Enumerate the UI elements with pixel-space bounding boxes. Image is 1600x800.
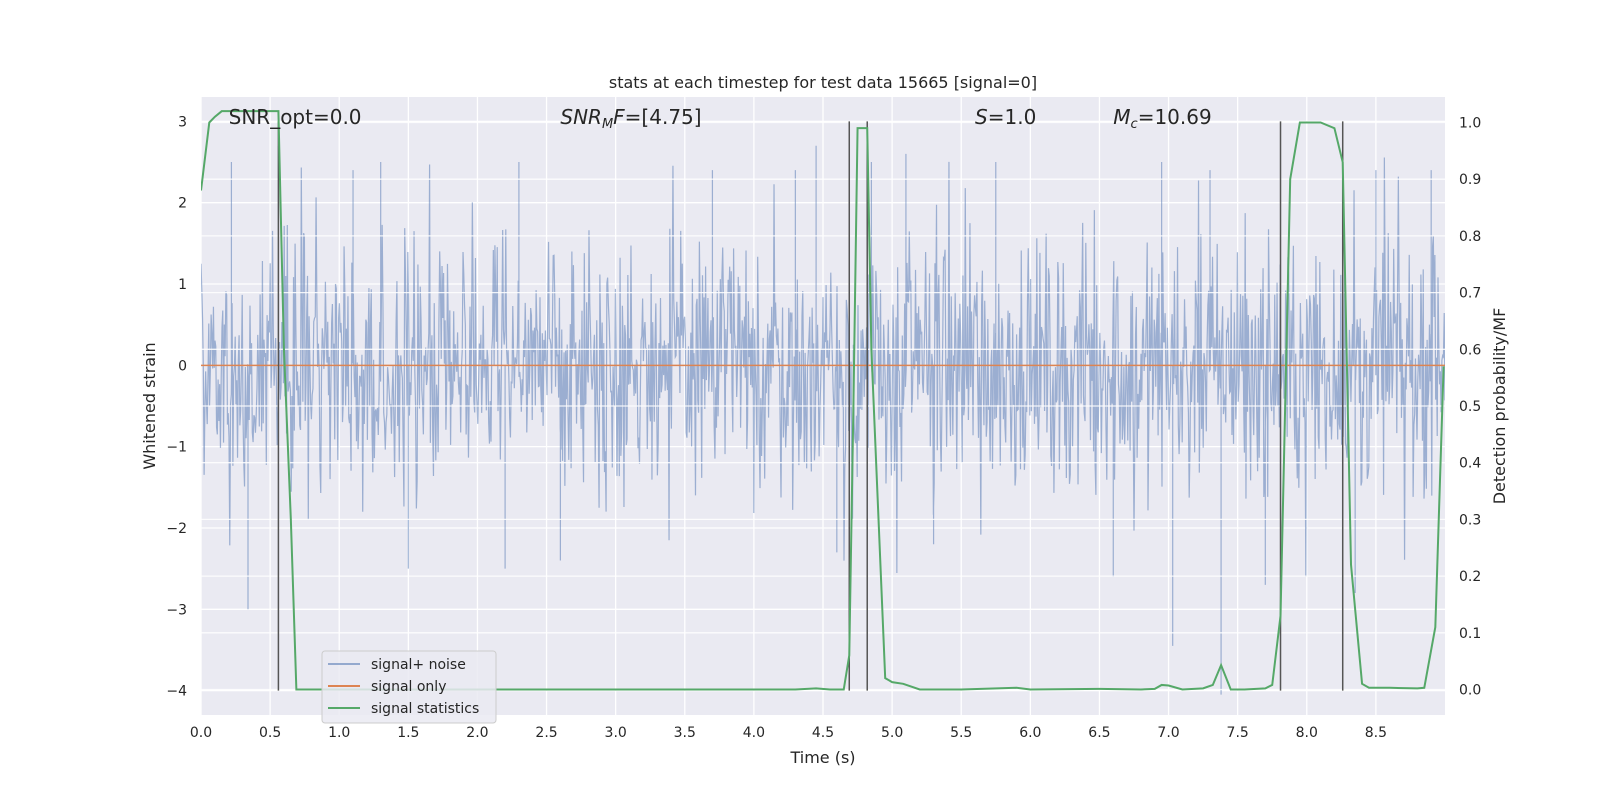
y-tick-label-5: −2 [166, 521, 187, 537]
y-tick-label-6: −3 [166, 602, 187, 618]
x-tick-label-5: 2.5 [535, 725, 557, 741]
y-tick-label-2: 1 [178, 277, 187, 293]
y2-tick-label-10: 0.0 [1459, 682, 1481, 698]
x-tick-label-3: 1.5 [397, 725, 419, 741]
y2-tick-label-2: 0.8 [1459, 229, 1481, 245]
annotation-3: Mc=10.69 [1113, 105, 1211, 132]
legend-label-noise: signal+ noise [371, 657, 466, 673]
x-tick-label-6: 3.0 [605, 725, 627, 741]
x-axis-label: Time (s) [789, 748, 855, 767]
y2-tick-label-9: 0.1 [1459, 626, 1481, 642]
x-tick-label-15: 7.5 [1227, 725, 1249, 741]
y2-tick-label-8: 0.2 [1459, 569, 1481, 585]
y-tick-label-1: 2 [178, 196, 187, 212]
x-tick-label-7: 3.5 [674, 725, 696, 741]
right-axis-grid [201, 121, 1445, 691]
x-tick-label-8: 4.0 [743, 725, 765, 741]
y2-tick-label-3: 0.7 [1459, 286, 1481, 302]
legend-label-stats: signal statistics [371, 701, 479, 717]
legend-box [321, 650, 497, 724]
y2-tick-label-5: 0.5 [1459, 399, 1481, 415]
y2-tick-label-1: 0.9 [1459, 172, 1481, 188]
y2-tick-label-0: 1.0 [1459, 116, 1481, 132]
annotation-2: S=1.0 [975, 105, 1036, 129]
x-tick-label-0: 0.0 [190, 725, 212, 741]
signal-statistics-line [201, 110, 1445, 691]
x-tick-label-16: 8.0 [1296, 725, 1318, 741]
x-tick-label-13: 6.5 [1088, 725, 1110, 741]
x-tick-label-14: 7.0 [1157, 725, 1179, 741]
y-axis-label: Whitened strain [140, 342, 159, 469]
y-tick-label-3: 0 [178, 358, 187, 374]
tick-labels: 0.0 0.5 1.0 1.5 2.0 2.5 3.0 3.5 4.0 4.5 5.0 5.5 6.0 6… [166, 114, 1481, 741]
x-tick-label-10: 5.0 [881, 725, 903, 741]
x-tick-label-11: 5.5 [950, 725, 972, 741]
x-tick-label-17: 8.5 [1365, 725, 1387, 741]
annotation-0: SNR_opt=0.0 [229, 105, 362, 129]
chart-title: stats at each timestep for test data 156… [609, 73, 1037, 92]
x-tick-label-1: 0.5 [259, 725, 281, 741]
signal-statistics-trace [201, 110, 1445, 691]
y-tick-label-4: −1 [166, 440, 187, 456]
y2-tick-label-6: 0.4 [1459, 456, 1481, 472]
y2-tick-label-4: 0.6 [1459, 342, 1481, 358]
y2-axis-label: Detection probability/MF [1490, 308, 1509, 505]
y-tick-label-7: −4 [166, 684, 187, 700]
legend-label-signal: signal only [371, 679, 446, 695]
x-tick-label-12: 6.0 [1019, 725, 1041, 741]
x-tick-label-9: 4.5 [812, 725, 834, 741]
y-tick-label-0: 3 [178, 114, 187, 130]
x-tick-label-2: 1.0 [328, 725, 350, 741]
y2-tick-label-7: 0.3 [1459, 512, 1481, 528]
annotations: SNR_opt=0.0 SNRMF=[4.75] S=1.0 Mc=10.69 [229, 105, 1212, 132]
legend: signal+ noise signal only signal statist… [321, 650, 497, 724]
annotation-1: SNRMF=[4.75] [560, 105, 701, 132]
x-tick-label-4: 2.0 [466, 725, 488, 741]
